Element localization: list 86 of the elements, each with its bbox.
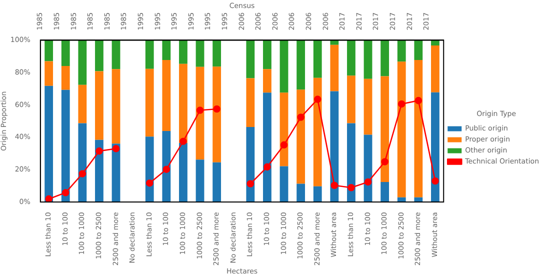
bar	[296, 40, 306, 90]
bar	[364, 78, 372, 135]
point	[162, 166, 170, 173]
bar	[296, 90, 306, 184]
bar	[196, 66, 204, 160]
point	[246, 180, 254, 188]
bar	[112, 40, 120, 70]
bar	[95, 40, 104, 72]
bar	[364, 134, 372, 202]
bar	[313, 40, 322, 78]
bar	[162, 130, 171, 202]
bar	[246, 78, 255, 127]
point	[62, 189, 70, 196]
point	[314, 96, 322, 103]
point	[45, 195, 52, 202]
point	[432, 177, 439, 185]
bar	[380, 182, 390, 202]
bar	[61, 90, 70, 202]
point	[364, 178, 372, 186]
bar	[330, 40, 339, 45]
bar	[179, 40, 188, 64]
bar	[280, 166, 288, 202]
point	[78, 170, 86, 178]
point	[297, 114, 304, 121]
bar	[380, 76, 390, 182]
bar	[212, 66, 222, 162]
point	[112, 144, 120, 152]
point	[381, 158, 388, 166]
bar	[330, 44, 339, 92]
bar	[431, 40, 440, 46]
bar	[179, 64, 188, 143]
point	[146, 179, 154, 187]
bar	[330, 91, 339, 202]
bar	[145, 40, 154, 69]
bar	[44, 40, 54, 62]
bar	[263, 40, 272, 70]
point	[280, 141, 288, 149]
bar	[78, 123, 87, 202]
bar	[397, 62, 406, 198]
bar	[162, 40, 171, 60]
bar	[431, 92, 440, 202]
point	[96, 147, 103, 155]
bar	[196, 160, 204, 202]
bar	[431, 46, 440, 92]
bar	[296, 184, 306, 202]
bar	[280, 92, 288, 166]
point	[348, 184, 355, 192]
bar	[196, 40, 204, 67]
point	[264, 163, 271, 171]
bar	[246, 40, 255, 78]
bar	[212, 162, 222, 202]
point	[180, 138, 187, 145]
bar	[313, 186, 322, 202]
bar	[414, 40, 423, 60]
bar	[347, 76, 356, 124]
bar	[280, 40, 288, 93]
bar	[145, 136, 154, 202]
point	[196, 106, 204, 114]
bar	[414, 60, 423, 198]
bar	[263, 69, 272, 93]
bar	[397, 40, 406, 62]
bar	[179, 142, 188, 202]
point	[398, 100, 406, 108]
bar	[364, 40, 372, 79]
bar	[246, 126, 255, 202]
bar	[78, 40, 87, 85]
bar	[380, 40, 390, 76]
bar	[313, 78, 322, 186]
bar	[44, 61, 54, 86]
bar	[78, 84, 87, 124]
bar	[212, 40, 222, 67]
bar	[112, 144, 120, 202]
bar	[112, 69, 120, 144]
point	[330, 182, 338, 190]
bar	[95, 140, 104, 202]
bar	[44, 86, 54, 202]
bar	[347, 40, 356, 76]
point	[414, 96, 422, 104]
point	[213, 105, 220, 113]
bar	[61, 66, 70, 90]
bar	[263, 92, 272, 202]
bar	[61, 40, 70, 66]
bar	[95, 71, 104, 140]
bar	[145, 68, 154, 137]
bar	[347, 123, 356, 202]
bar	[162, 60, 171, 131]
